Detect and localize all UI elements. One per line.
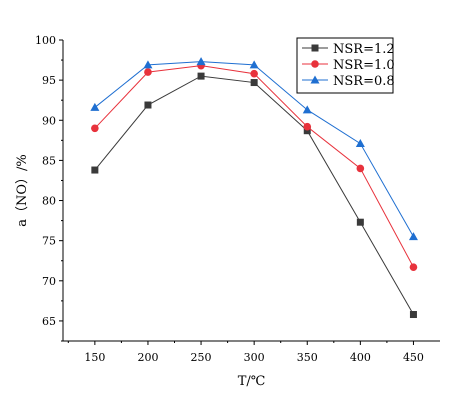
data-point: [409, 311, 417, 319]
legend-label: NSR=1.0: [333, 58, 395, 73]
data-point: [143, 60, 153, 69]
data-point: [144, 68, 152, 76]
data-point: [355, 139, 365, 148]
y-tick-label: 100: [35, 34, 56, 47]
data-point: [249, 60, 259, 69]
y-tick-label: 95: [42, 74, 56, 87]
data-point: [409, 263, 418, 271]
series-line: [94, 75, 414, 315]
x-tick-label: 200: [137, 351, 158, 364]
y-tick-label: 90: [42, 114, 56, 127]
data-point: [408, 232, 418, 241]
x-tick-label: 400: [350, 351, 371, 364]
y-tick-label: 80: [42, 195, 56, 208]
data-point: [196, 57, 206, 66]
series-triangle: [90, 57, 418, 241]
series-circle: [91, 61, 418, 271]
legend-marker: [310, 75, 320, 84]
data-point: [90, 102, 100, 111]
axes: [62, 40, 440, 342]
data-point: [250, 69, 258, 78]
series-layer: [90, 57, 418, 319]
y-tick-label: 85: [42, 154, 56, 167]
legend-marker: [311, 60, 319, 68]
data-point: [303, 122, 312, 131]
series-square: [91, 72, 417, 319]
data-point: [197, 72, 205, 80]
legend-label: NSR=0.8: [333, 74, 395, 89]
y-tick-label: 75: [42, 235, 56, 248]
x-axis-title: T/℃: [238, 374, 266, 389]
y-tick-label: 70: [42, 275, 56, 288]
data-point: [303, 127, 311, 135]
axis-ticks: 65 70 75 80 85 90 95 100 150 200 250 300 350 400 450: [35, 34, 424, 364]
data-point: [144, 101, 152, 109]
data-point: [250, 79, 258, 87]
x-tick-label: 350: [297, 351, 318, 364]
x-tick-label: 300: [244, 351, 265, 364]
data-point: [91, 166, 99, 174]
data-point: [91, 124, 99, 133]
legend-marker: [311, 44, 319, 52]
x-tick-label: 250: [191, 351, 212, 364]
data-point: [356, 218, 364, 226]
legend-label: NSR=1.2: [333, 42, 395, 57]
series-line: [94, 65, 414, 268]
x-tick-label: 150: [84, 351, 105, 364]
y-axis-title: a（NO）/%: [15, 154, 30, 227]
y-tick-label: 65: [42, 315, 56, 328]
data-point: [356, 164, 365, 173]
x-tick-label: 450: [403, 351, 424, 364]
data-point: [302, 105, 312, 114]
